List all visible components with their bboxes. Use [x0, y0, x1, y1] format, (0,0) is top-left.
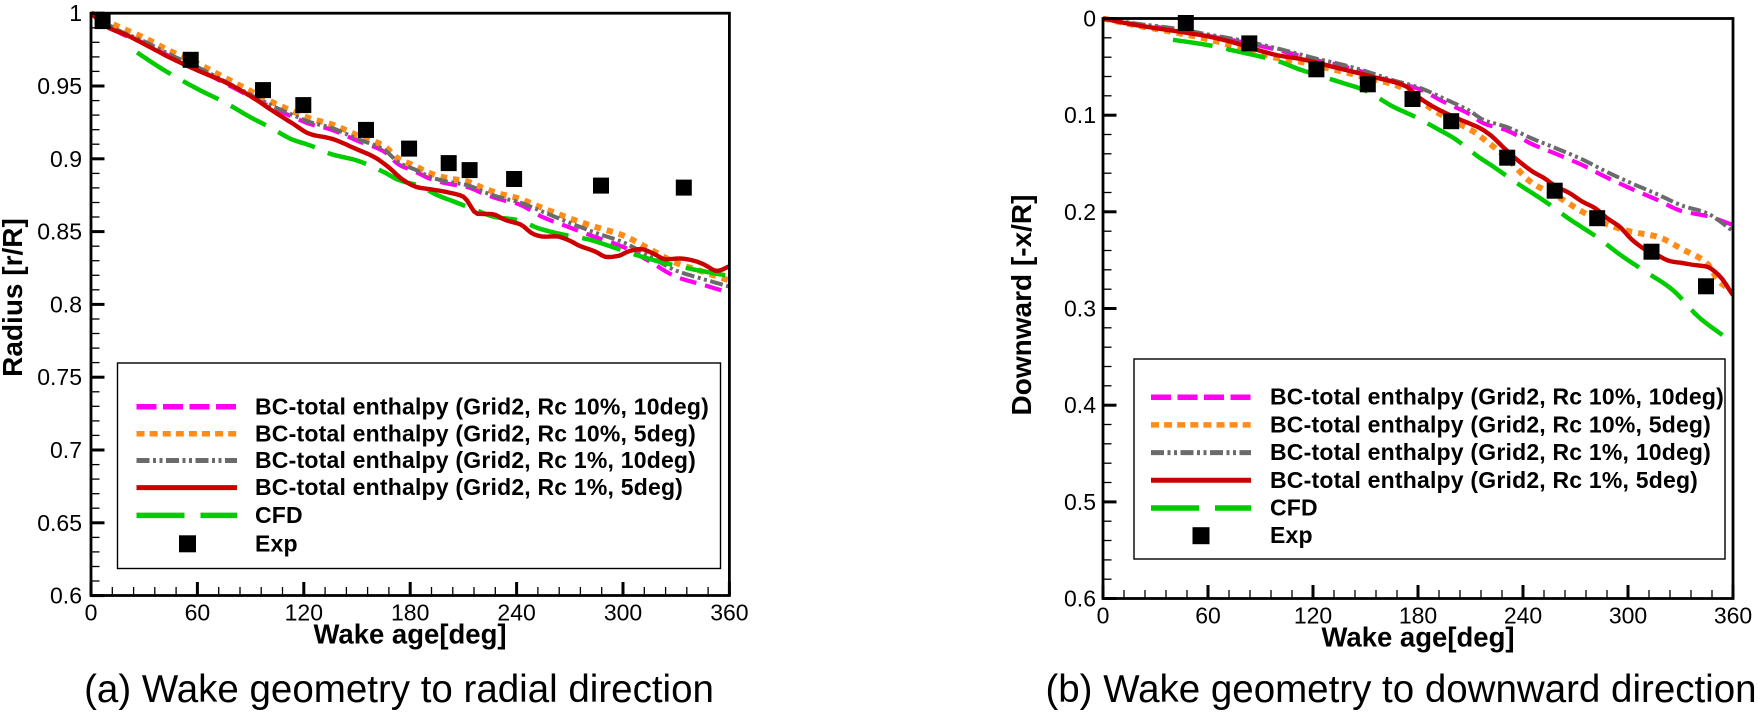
svg-text:BC-total enthalpy (Grid2, Rc 1: BC-total enthalpy (Grid2, Rc 1%, 10deg) — [1270, 439, 1711, 465]
svg-text:BC-total enthalpy (Grid2, Rc 1: BC-total enthalpy (Grid2, Rc 10%, 10deg) — [1270, 384, 1724, 410]
svg-text:0.3: 0.3 — [1064, 296, 1096, 322]
svg-text:180: 180 — [391, 600, 429, 626]
svg-text:Wake age[deg]: Wake age[deg] — [1321, 622, 1514, 653]
svg-text:BC-total enthalpy (Grid2, Rc 1: BC-total enthalpy (Grid2, Rc 10%, 5deg) — [255, 420, 696, 446]
svg-text:CFD: CFD — [255, 502, 303, 528]
svg-text:180: 180 — [1399, 603, 1437, 629]
svg-text:0: 0 — [1097, 603, 1110, 629]
svg-text:120: 120 — [285, 600, 323, 626]
svg-text:0.85: 0.85 — [37, 219, 82, 245]
svg-text:Wake age[deg]: Wake age[deg] — [313, 619, 506, 650]
svg-text:0.7: 0.7 — [50, 437, 82, 463]
svg-text:BC-total enthalpy (Grid2, Rc 1: BC-total enthalpy (Grid2, Rc 1%, 5deg) — [255, 474, 683, 500]
svg-text:60: 60 — [1195, 603, 1221, 629]
svg-text:0.8: 0.8 — [50, 291, 82, 317]
svg-text:0.65: 0.65 — [37, 510, 82, 536]
svg-text:0: 0 — [85, 600, 98, 626]
svg-text:0.75: 0.75 — [37, 364, 82, 390]
svg-text:BC-total enthalpy (Grid2, Rc 1: BC-total enthalpy (Grid2, Rc 1%, 5deg) — [1270, 467, 1698, 493]
svg-text:0.2: 0.2 — [1064, 199, 1096, 225]
svg-text:Exp: Exp — [255, 530, 298, 556]
svg-text:0: 0 — [1083, 6, 1096, 32]
svg-text:0.6: 0.6 — [50, 583, 82, 609]
svg-text:360: 360 — [1714, 603, 1752, 629]
svg-text:0.4: 0.4 — [1064, 392, 1096, 418]
svg-text:300: 300 — [1609, 603, 1647, 629]
svg-text:CFD: CFD — [1270, 495, 1318, 521]
svg-text:BC-total enthalpy (Grid2, Rc 1: BC-total enthalpy (Grid2, Rc 1%, 10deg) — [255, 447, 696, 473]
svg-text:0.5: 0.5 — [1064, 489, 1096, 515]
svg-text:60: 60 — [185, 600, 211, 626]
svg-text:360: 360 — [710, 600, 748, 626]
svg-text:Downward [-x/R]: Downward [-x/R] — [1006, 195, 1037, 416]
svg-text:(a) Wake geometry to radial di: (a) Wake geometry to radial direction — [84, 668, 714, 711]
svg-text:240: 240 — [1504, 603, 1542, 629]
svg-text:(b) Wake geometry to downward: (b) Wake geometry to downward direction — [1045, 668, 1756, 711]
svg-text:0.1: 0.1 — [1064, 102, 1096, 128]
svg-text:BC-total enthalpy (Grid2, Rc 1: BC-total enthalpy (Grid2, Rc 10%, 5deg) — [1270, 411, 1711, 437]
svg-text:0.9: 0.9 — [50, 146, 82, 172]
svg-text:1: 1 — [69, 0, 82, 26]
svg-text:0.95: 0.95 — [37, 73, 82, 99]
svg-text:0.6: 0.6 — [1064, 586, 1096, 612]
svg-text:300: 300 — [604, 600, 642, 626]
svg-text:120: 120 — [1294, 603, 1332, 629]
svg-text:240: 240 — [497, 600, 535, 626]
svg-text:Radius [r/R]: Radius [r/R] — [0, 218, 28, 377]
svg-text:Exp: Exp — [1270, 522, 1313, 548]
svg-text:BC-total enthalpy (Grid2, Rc 1: BC-total enthalpy (Grid2, Rc 10%, 10deg) — [255, 393, 709, 419]
